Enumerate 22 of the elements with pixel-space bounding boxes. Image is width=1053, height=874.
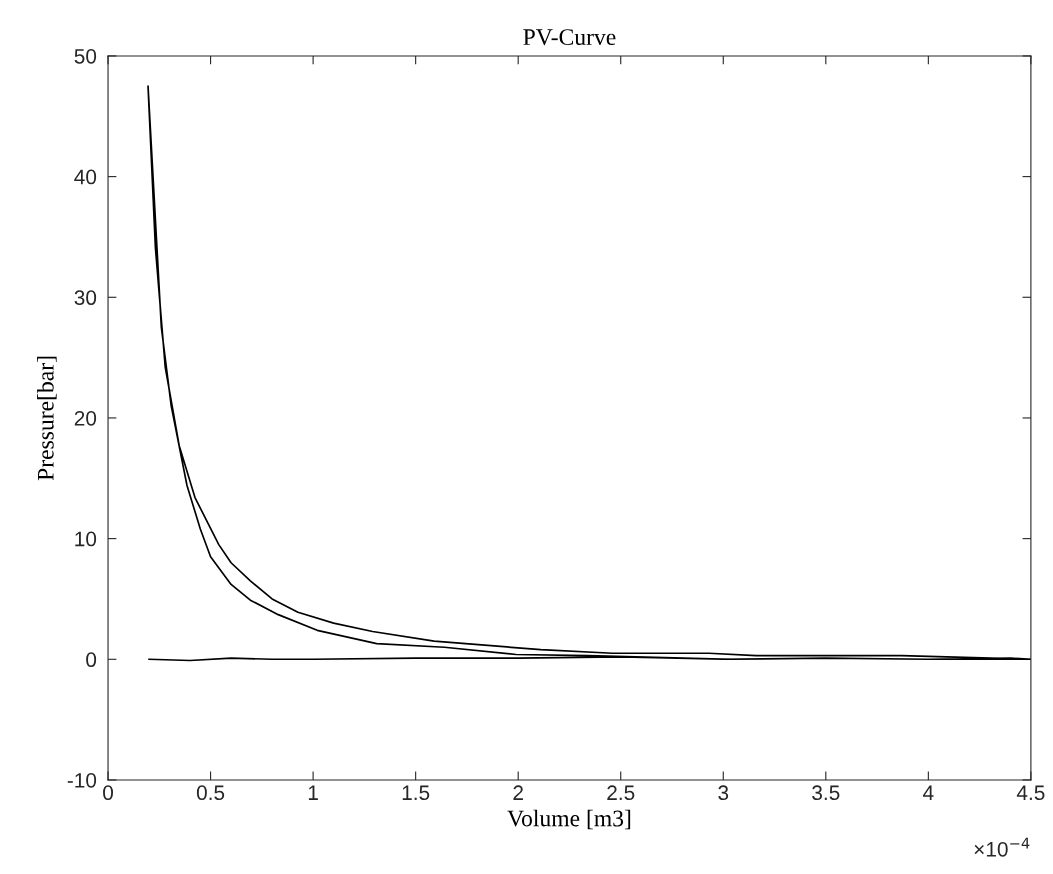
x-tick-label: 2 (513, 785, 523, 800)
y-tick-label: 10 (75, 531, 97, 547)
y-tick-label: 20 (74, 410, 97, 426)
x-tick-label: 0 (103, 785, 114, 801)
y-axis-title: Pressure[bar] (37, 356, 57, 481)
line-series (147, 85, 1031, 662)
x-tick-label: 2.5 (607, 785, 635, 801)
x-tick-label: 1.5 (402, 785, 430, 801)
y-tick-label: -10 (67, 772, 97, 788)
x-tick-label: 3 (718, 785, 729, 801)
x-axis-title: Volume [m3] (507, 809, 631, 830)
y-tick-label: 0 (86, 652, 97, 668)
y-tick-label: 50 (74, 48, 97, 64)
x-tick-label: 0.5 (196, 785, 225, 801)
x-tick-label: 1 (308, 785, 318, 800)
x-tick-label: 4.5 (1016, 785, 1045, 801)
x-tick-label: 4 (923, 785, 934, 800)
chart-title: PV-Curve (523, 29, 616, 46)
y-tick-label: 30 (74, 290, 97, 306)
x-tick-label: 3.5 (812, 785, 840, 801)
y-tick-label: 40 (74, 169, 97, 185)
text: ×10$^{−4}$ (974, 837, 1030, 857)
